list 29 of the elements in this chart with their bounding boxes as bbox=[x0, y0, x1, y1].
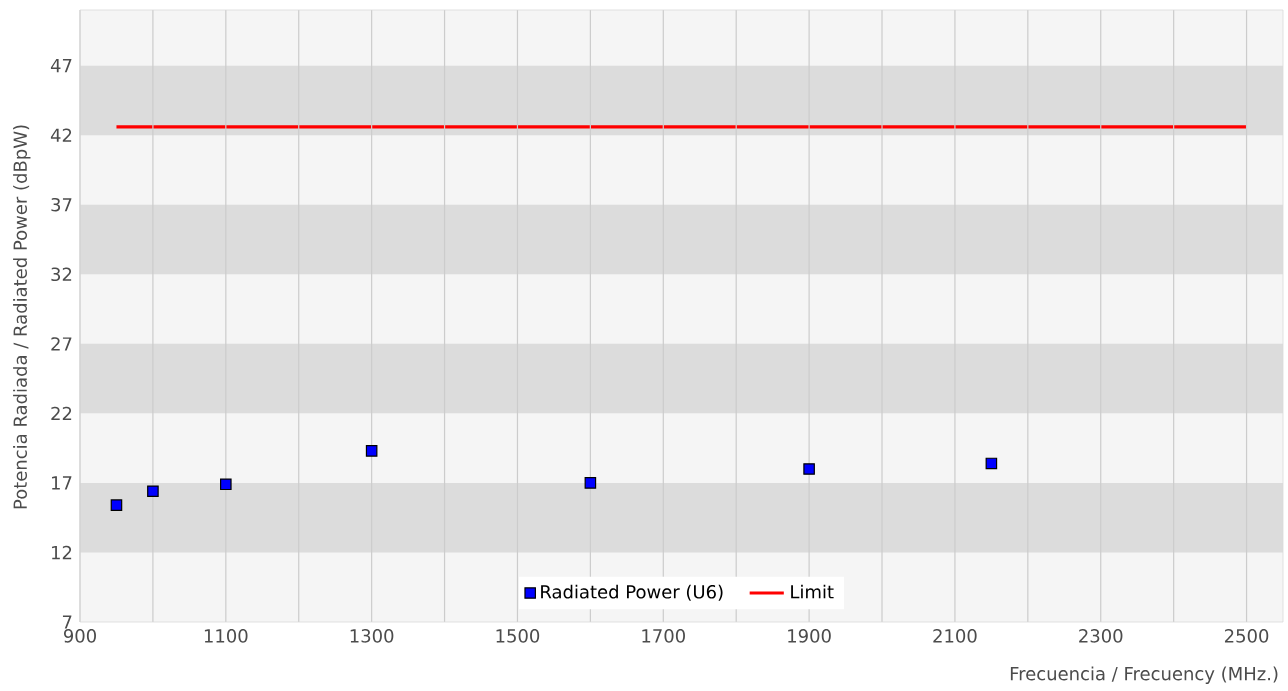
x-tick-label: 2500 bbox=[1224, 629, 1269, 643]
x-tick-label: 1700 bbox=[642, 629, 685, 643]
point bbox=[365, 445, 378, 457]
legend-label: Limit bbox=[791, 584, 834, 599]
point bbox=[985, 457, 998, 470]
y-tick-label: 7 bbox=[62, 615, 72, 629]
y-tick-label: 32 bbox=[51, 267, 72, 282]
y-tick-label: 27 bbox=[51, 337, 72, 351]
point bbox=[220, 478, 232, 491]
point bbox=[147, 485, 159, 498]
x-tick-label: 2100 bbox=[933, 629, 977, 643]
x-tick-label: 1900 bbox=[788, 629, 831, 643]
legend-label: Radiated Power (U6) bbox=[541, 584, 723, 601]
x-tick-label: 1300 bbox=[350, 629, 394, 643]
x-tick-label: 2300 bbox=[1079, 629, 1123, 643]
x-tick-label: 1500 bbox=[496, 629, 540, 643]
x-tick-label: 900 bbox=[63, 629, 96, 643]
point bbox=[584, 477, 597, 489]
y-tick-label: 42 bbox=[50, 128, 72, 142]
point bbox=[110, 499, 123, 511]
y-tick-label: 17 bbox=[52, 476, 72, 490]
x-axis-title: Frecuencia / Frecuency (MHz.) bbox=[1010, 666, 1278, 684]
y-tick-label: 47 bbox=[50, 59, 72, 73]
x-tick-label: 1100 bbox=[204, 629, 248, 643]
y-tick-label: 22 bbox=[51, 406, 72, 421]
y-tick-label: 12 bbox=[52, 545, 72, 560]
y-tick-label: 37 bbox=[51, 197, 72, 212]
y-axis-title: Potencia Radiada / Radiated Power (dBpW) bbox=[13, 125, 31, 509]
point bbox=[803, 463, 815, 475]
